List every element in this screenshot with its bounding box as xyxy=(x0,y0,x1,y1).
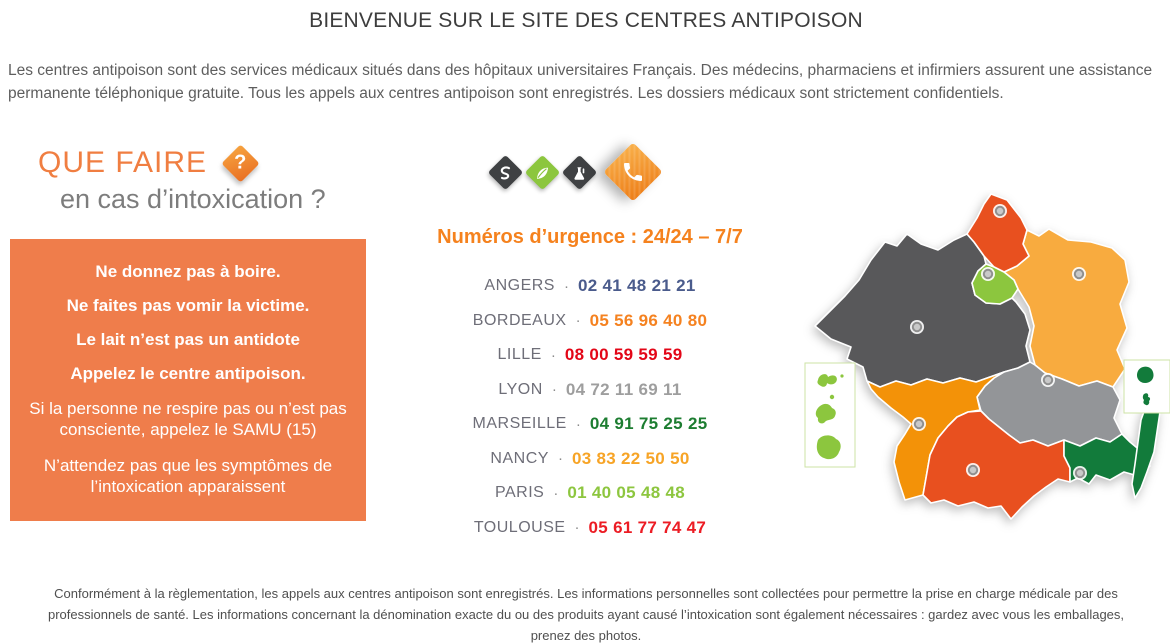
island-guadeloupe[interactable] xyxy=(817,374,837,387)
map-pins xyxy=(910,204,1087,480)
advice-line: N’attendez pas que les symptômes de l’in… xyxy=(43,456,333,496)
city-label: BORDEAUX xyxy=(472,311,567,329)
que-faire-block: QUE FAIRE ? en cas d’intoxication ? xyxy=(38,143,368,215)
island-reunion[interactable] xyxy=(1136,366,1154,383)
advice-line: Si la personne ne respire pas ou n’est p… xyxy=(29,399,347,439)
map-pin-angers[interactable] xyxy=(910,320,924,334)
map-pin-bordeaux[interactable] xyxy=(912,417,926,431)
flask-icon xyxy=(561,154,597,190)
island-dot xyxy=(829,394,835,400)
dot-separator: · xyxy=(563,277,569,295)
phone-icon xyxy=(602,142,663,202)
advice-line: Le lait n’est pas un antidote xyxy=(76,330,300,349)
dot-separator: · xyxy=(574,519,580,537)
phone-number[interactable]: 02 41 48 21 21 xyxy=(577,276,696,296)
footer-legal-text: Conformément à la règlementation, les ap… xyxy=(47,586,1125,643)
france-mainland xyxy=(814,193,1161,520)
phone-row: LILLE · 08 00 59 59 59 xyxy=(410,338,770,373)
map-pin-paris[interactable] xyxy=(981,267,995,281)
region-occitanie[interactable] xyxy=(922,410,1071,520)
island-mayotte[interactable] xyxy=(1142,393,1151,406)
city-label: NANCY xyxy=(490,449,549,467)
que-faire-subtitle: en cas d’intoxication ? xyxy=(60,184,326,214)
island-martinique[interactable] xyxy=(815,403,836,424)
phone-number[interactable]: 01 40 05 48 48 xyxy=(567,483,685,503)
map-pin-nancy[interactable] xyxy=(1072,267,1086,281)
advice-line: Ne donnez pas à boire. xyxy=(95,262,281,281)
que-faire-title: QUE FAIRE xyxy=(38,146,208,179)
island-guyane[interactable] xyxy=(816,435,841,460)
phone-row: ANGERS · 02 41 48 21 21 xyxy=(410,269,770,304)
question-diamond-icon: ? xyxy=(221,143,260,183)
region-corse[interactable] xyxy=(1131,401,1161,499)
island-dot xyxy=(840,374,844,378)
phone-row: MARSEILLE · 04 91 75 25 25 xyxy=(410,407,770,442)
phone-number[interactable]: 05 56 96 40 80 xyxy=(589,310,708,330)
city-label: TOULOUSE xyxy=(473,518,566,536)
dot-separator: · xyxy=(575,415,581,433)
map-pin-marseille[interactable] xyxy=(1073,466,1087,480)
phone-number[interactable]: 04 72 11 69 11 xyxy=(565,379,682,399)
phone-list: ANGERS · 02 41 48 21 21 BORDEAUX · 05 56… xyxy=(410,269,770,545)
city-label: MARSEILLE xyxy=(472,415,567,433)
city-label: LILLE xyxy=(497,346,542,364)
map-pin-lyon[interactable] xyxy=(1041,373,1055,387)
phone-row: NANCY · 03 83 22 50 50 xyxy=(410,442,770,477)
overseas-box-left xyxy=(804,362,856,468)
leaf-icon xyxy=(524,154,560,190)
phone-number[interactable]: 08 00 59 59 59 xyxy=(564,345,683,365)
emergency-numbers-section: Numéros d’urgence : 24/24 – 7/7 ANGERS ·… xyxy=(410,140,770,545)
city-label: PARIS xyxy=(495,484,545,502)
phone-number[interactable]: 04 91 75 25 25 xyxy=(589,414,708,434)
overseas-box-right xyxy=(1123,359,1170,414)
advice-box: Ne donnez pas à boire. Ne faites pas vom… xyxy=(10,239,366,521)
city-label: LYON xyxy=(498,380,543,398)
phone-row: LYON · 04 72 11 69 11 xyxy=(410,373,770,408)
phone-row: PARIS · 01 40 05 48 48 xyxy=(410,476,770,511)
dot-separator: · xyxy=(550,346,556,364)
intro-paragraph: Les centres antipoison sont des services… xyxy=(8,62,1153,102)
phone-row: BORDEAUX · 05 56 96 40 80 xyxy=(410,304,770,339)
city-label: ANGERS xyxy=(484,277,555,295)
category-icons-row xyxy=(410,140,730,204)
france-map xyxy=(804,193,1170,520)
advice-line: Ne faites pas vomir la victime. xyxy=(66,296,310,315)
map-pin-lille[interactable] xyxy=(993,204,1007,218)
dot-separator: · xyxy=(551,381,557,399)
dot-separator: · xyxy=(575,312,581,330)
phone-row: TOULOUSE · 05 61 77 74 47 xyxy=(410,511,770,546)
dot-separator: · xyxy=(557,450,563,468)
snake-icon xyxy=(487,154,523,190)
phone-number[interactable]: 05 61 77 74 47 xyxy=(588,517,707,537)
advice-line: Appelez le centre antipoison. xyxy=(70,364,306,383)
page-title: BIENVENUE SUR LE SITE DES CENTRES ANTIPO… xyxy=(309,9,863,32)
dot-separator: · xyxy=(553,484,559,502)
urgence-heading: Numéros d’urgence : 24/24 – 7/7 xyxy=(437,226,743,248)
region-grand-est-bourgogne[interactable] xyxy=(1003,228,1130,388)
phone-number[interactable]: 03 83 22 50 50 xyxy=(571,448,690,468)
map-pin-toulouse[interactable] xyxy=(966,463,980,477)
